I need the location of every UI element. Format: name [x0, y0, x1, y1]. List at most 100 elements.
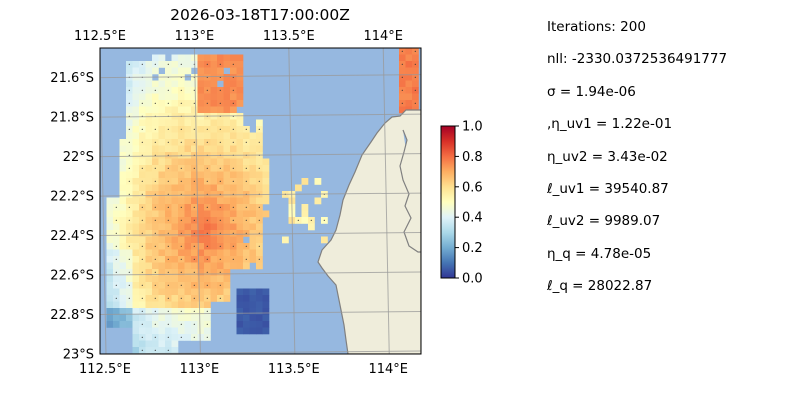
- vector-dot: [232, 76, 234, 78]
- field-cell: [210, 132, 218, 140]
- field-cell: [132, 119, 140, 127]
- field-cell: [236, 158, 244, 166]
- field-cell: [165, 301, 172, 309]
- field-cell: [126, 171, 133, 179]
- vector-dot: [193, 271, 195, 273]
- field-cell: [204, 119, 211, 127]
- field-cell: [184, 308, 192, 315]
- field-cell: [236, 113, 244, 120]
- vector-dot: [206, 297, 208, 299]
- field-cell: [210, 165, 218, 172]
- field-cell: [119, 152, 127, 159]
- field-cell: [197, 158, 205, 166]
- field-cell: [171, 178, 179, 185]
- vector-dot: [180, 323, 182, 325]
- field-cell: [139, 340, 146, 348]
- field-cell: [184, 100, 192, 107]
- field-cell: [171, 80, 179, 88]
- field-cell: [204, 314, 211, 322]
- field-cell: [191, 314, 198, 322]
- vector-dot: [206, 89, 208, 91]
- field-cell: [145, 100, 153, 107]
- field-cell: [132, 308, 140, 315]
- field-cell: [106, 223, 114, 231]
- field-cell: [152, 145, 159, 153]
- field-cell: [113, 197, 120, 205]
- field-cell: [184, 191, 192, 198]
- x-tick-label-bottom: 113.5°E: [268, 362, 320, 377]
- vector-dot: [167, 323, 169, 325]
- field-cell: [132, 262, 140, 270]
- field-cell: [119, 210, 127, 218]
- field-cell: [256, 197, 263, 205]
- field-cell: [119, 282, 127, 289]
- field-cell: [152, 119, 159, 127]
- vector-dot: [167, 206, 169, 208]
- field-cell: [204, 275, 211, 283]
- field-cell: [132, 204, 140, 211]
- field-cell: [171, 347, 179, 354]
- field-cell: [171, 217, 179, 224]
- vector-dot: [180, 128, 182, 130]
- field-cell: [126, 249, 133, 257]
- field-cell: [184, 223, 192, 231]
- vector-dot: [258, 258, 260, 260]
- field-cell: [171, 275, 179, 283]
- field-cell: [158, 256, 166, 263]
- field-cell: [197, 93, 205, 101]
- y-tick-label: 21.8°S: [50, 111, 94, 126]
- field-cell: [139, 223, 146, 231]
- field-cell: [119, 158, 127, 166]
- map-title: 2026-03-18T17:00:00Z: [170, 6, 350, 24]
- field-cell: [210, 223, 218, 231]
- field-cell: [412, 67, 419, 75]
- field-cell: [223, 282, 231, 289]
- field-cell: [106, 314, 114, 322]
- field-cell: [171, 145, 179, 153]
- field-cell: [126, 288, 133, 296]
- field-cell: [126, 132, 133, 140]
- field-cell: [197, 334, 205, 341]
- field-cell: [152, 80, 159, 88]
- field-cell: [158, 275, 166, 283]
- field-cell: [256, 119, 263, 127]
- field-cell: [301, 178, 309, 185]
- vector-dot: [232, 102, 234, 104]
- field-cell: [210, 100, 218, 107]
- field-cell: [249, 197, 257, 205]
- field-cell: [405, 67, 413, 75]
- field-cell: [210, 243, 218, 250]
- vector-dot: [414, 102, 416, 104]
- field-cell: [171, 230, 179, 237]
- param-ell-uv2: ℓ_uv2 = 9989.07: [547, 213, 661, 230]
- vector-dot: [115, 297, 117, 299]
- vector-dot: [180, 336, 182, 338]
- x-tick-label-top: 113°E: [175, 29, 215, 44]
- field-cell: [145, 197, 153, 205]
- vector-dot: [245, 141, 247, 143]
- vector-dot: [219, 219, 221, 221]
- vector-dot: [154, 258, 156, 260]
- field-cell: [223, 295, 231, 302]
- field-cell: [256, 288, 263, 296]
- field-cell: [191, 262, 198, 270]
- field-cell: [139, 171, 146, 179]
- field-cell: [210, 256, 218, 263]
- vector-dot: [232, 141, 234, 143]
- field-cell: [158, 340, 166, 348]
- field-cell: [171, 184, 179, 192]
- field-cell: [132, 295, 140, 302]
- field-cell: [178, 236, 185, 244]
- field-cell: [197, 243, 205, 250]
- field-cell: [178, 262, 185, 270]
- field-cell: [119, 288, 127, 296]
- field-cell: [197, 87, 205, 94]
- field-cell: [171, 314, 179, 322]
- field-cell: [236, 223, 244, 231]
- field-cell: [236, 100, 244, 107]
- field-cell: [236, 314, 244, 322]
- vector-dot: [193, 258, 195, 260]
- field-cell: [236, 80, 244, 88]
- field-cell: [145, 236, 153, 244]
- vector-dot: [258, 141, 260, 143]
